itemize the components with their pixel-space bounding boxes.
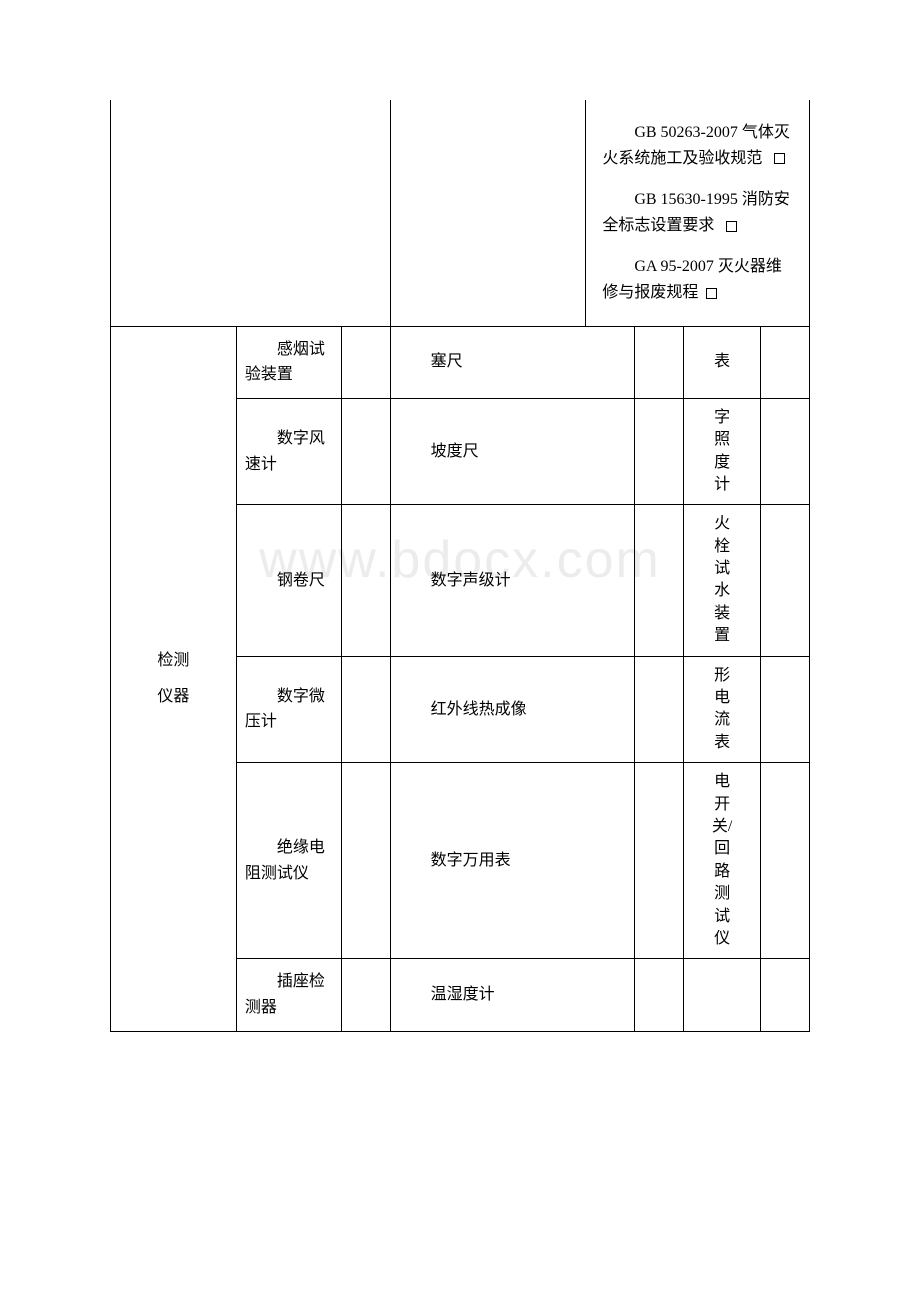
empty-cell bbox=[341, 505, 390, 656]
instrument-name: 感烟试验装置 bbox=[236, 326, 341, 398]
empty-cell bbox=[635, 398, 684, 505]
empty-cell bbox=[111, 100, 391, 326]
instrument-name: 数字声级计 bbox=[390, 505, 635, 656]
regulations-row: GB 50263-2007 气体灭火系统施工及验收规范 GB 15630-199… bbox=[111, 100, 810, 326]
instrument-name: 插座检测器 bbox=[236, 959, 341, 1031]
empty-cell bbox=[761, 763, 810, 959]
empty-cell bbox=[761, 326, 810, 398]
empty-cell bbox=[341, 656, 390, 763]
instrument-name: 红外线热成像 bbox=[390, 656, 635, 763]
empty-cell bbox=[341, 959, 390, 1031]
main-table: GB 50263-2007 气体灭火系统施工及验收规范 GB 15630-199… bbox=[110, 100, 810, 1032]
instrument-name: 电开关/回路测试仪 bbox=[684, 763, 761, 959]
empty-cell bbox=[635, 326, 684, 398]
empty-cell bbox=[341, 326, 390, 398]
instrument-name: 火栓试水装置 bbox=[684, 505, 761, 656]
instrument-name bbox=[684, 959, 761, 1031]
instrument-name: 钢卷尺 bbox=[236, 505, 341, 656]
checkbox-icon bbox=[726, 221, 737, 232]
instrument-name: 形电流表 bbox=[684, 656, 761, 763]
instrument-name: 表 bbox=[684, 326, 761, 398]
regulation-text: GA 95-2007 灭火器维修与报废规程 bbox=[602, 254, 793, 305]
empty-cell bbox=[341, 763, 390, 959]
empty-cell bbox=[635, 656, 684, 763]
regulations-cell: GB 50263-2007 气体灭火系统施工及验收规范 GB 15630-199… bbox=[586, 100, 810, 326]
instrument-name: 绝缘电阻测试仪 bbox=[236, 763, 341, 959]
checkbox-icon bbox=[774, 153, 785, 164]
instrument-name: 温湿度计 bbox=[390, 959, 635, 1031]
empty-cell bbox=[761, 656, 810, 763]
regulation-text: GB 15630-1995 消防安全标志设置要求 bbox=[602, 187, 793, 238]
empty-cell bbox=[341, 398, 390, 505]
instrument-name: 字照度计 bbox=[684, 398, 761, 505]
instrument-name: 数字风速计 bbox=[236, 398, 341, 505]
empty-cell bbox=[761, 959, 810, 1031]
instrument-name: 数字微压计 bbox=[236, 656, 341, 763]
checkbox-icon bbox=[706, 288, 717, 299]
instrument-name: 塞尺 bbox=[390, 326, 635, 398]
instrument-name: 坡度尺 bbox=[390, 398, 635, 505]
empty-cell bbox=[635, 505, 684, 656]
instrument-name: 数字万用表 bbox=[390, 763, 635, 959]
instrument-row: 检测 仪器 感烟试验装置 塞尺 表 bbox=[111, 326, 810, 398]
regulation-text: GB 50263-2007 气体灭火系统施工及验收规范 bbox=[602, 120, 793, 171]
empty-cell bbox=[635, 959, 684, 1031]
empty-cell bbox=[761, 505, 810, 656]
empty-cell bbox=[390, 100, 586, 326]
empty-cell bbox=[635, 763, 684, 959]
category-label: 检测 仪器 bbox=[111, 326, 237, 1031]
document-table-wrapper: GB 50263-2007 气体灭火系统施工及验收规范 GB 15630-199… bbox=[110, 100, 810, 1032]
empty-cell bbox=[761, 398, 810, 505]
